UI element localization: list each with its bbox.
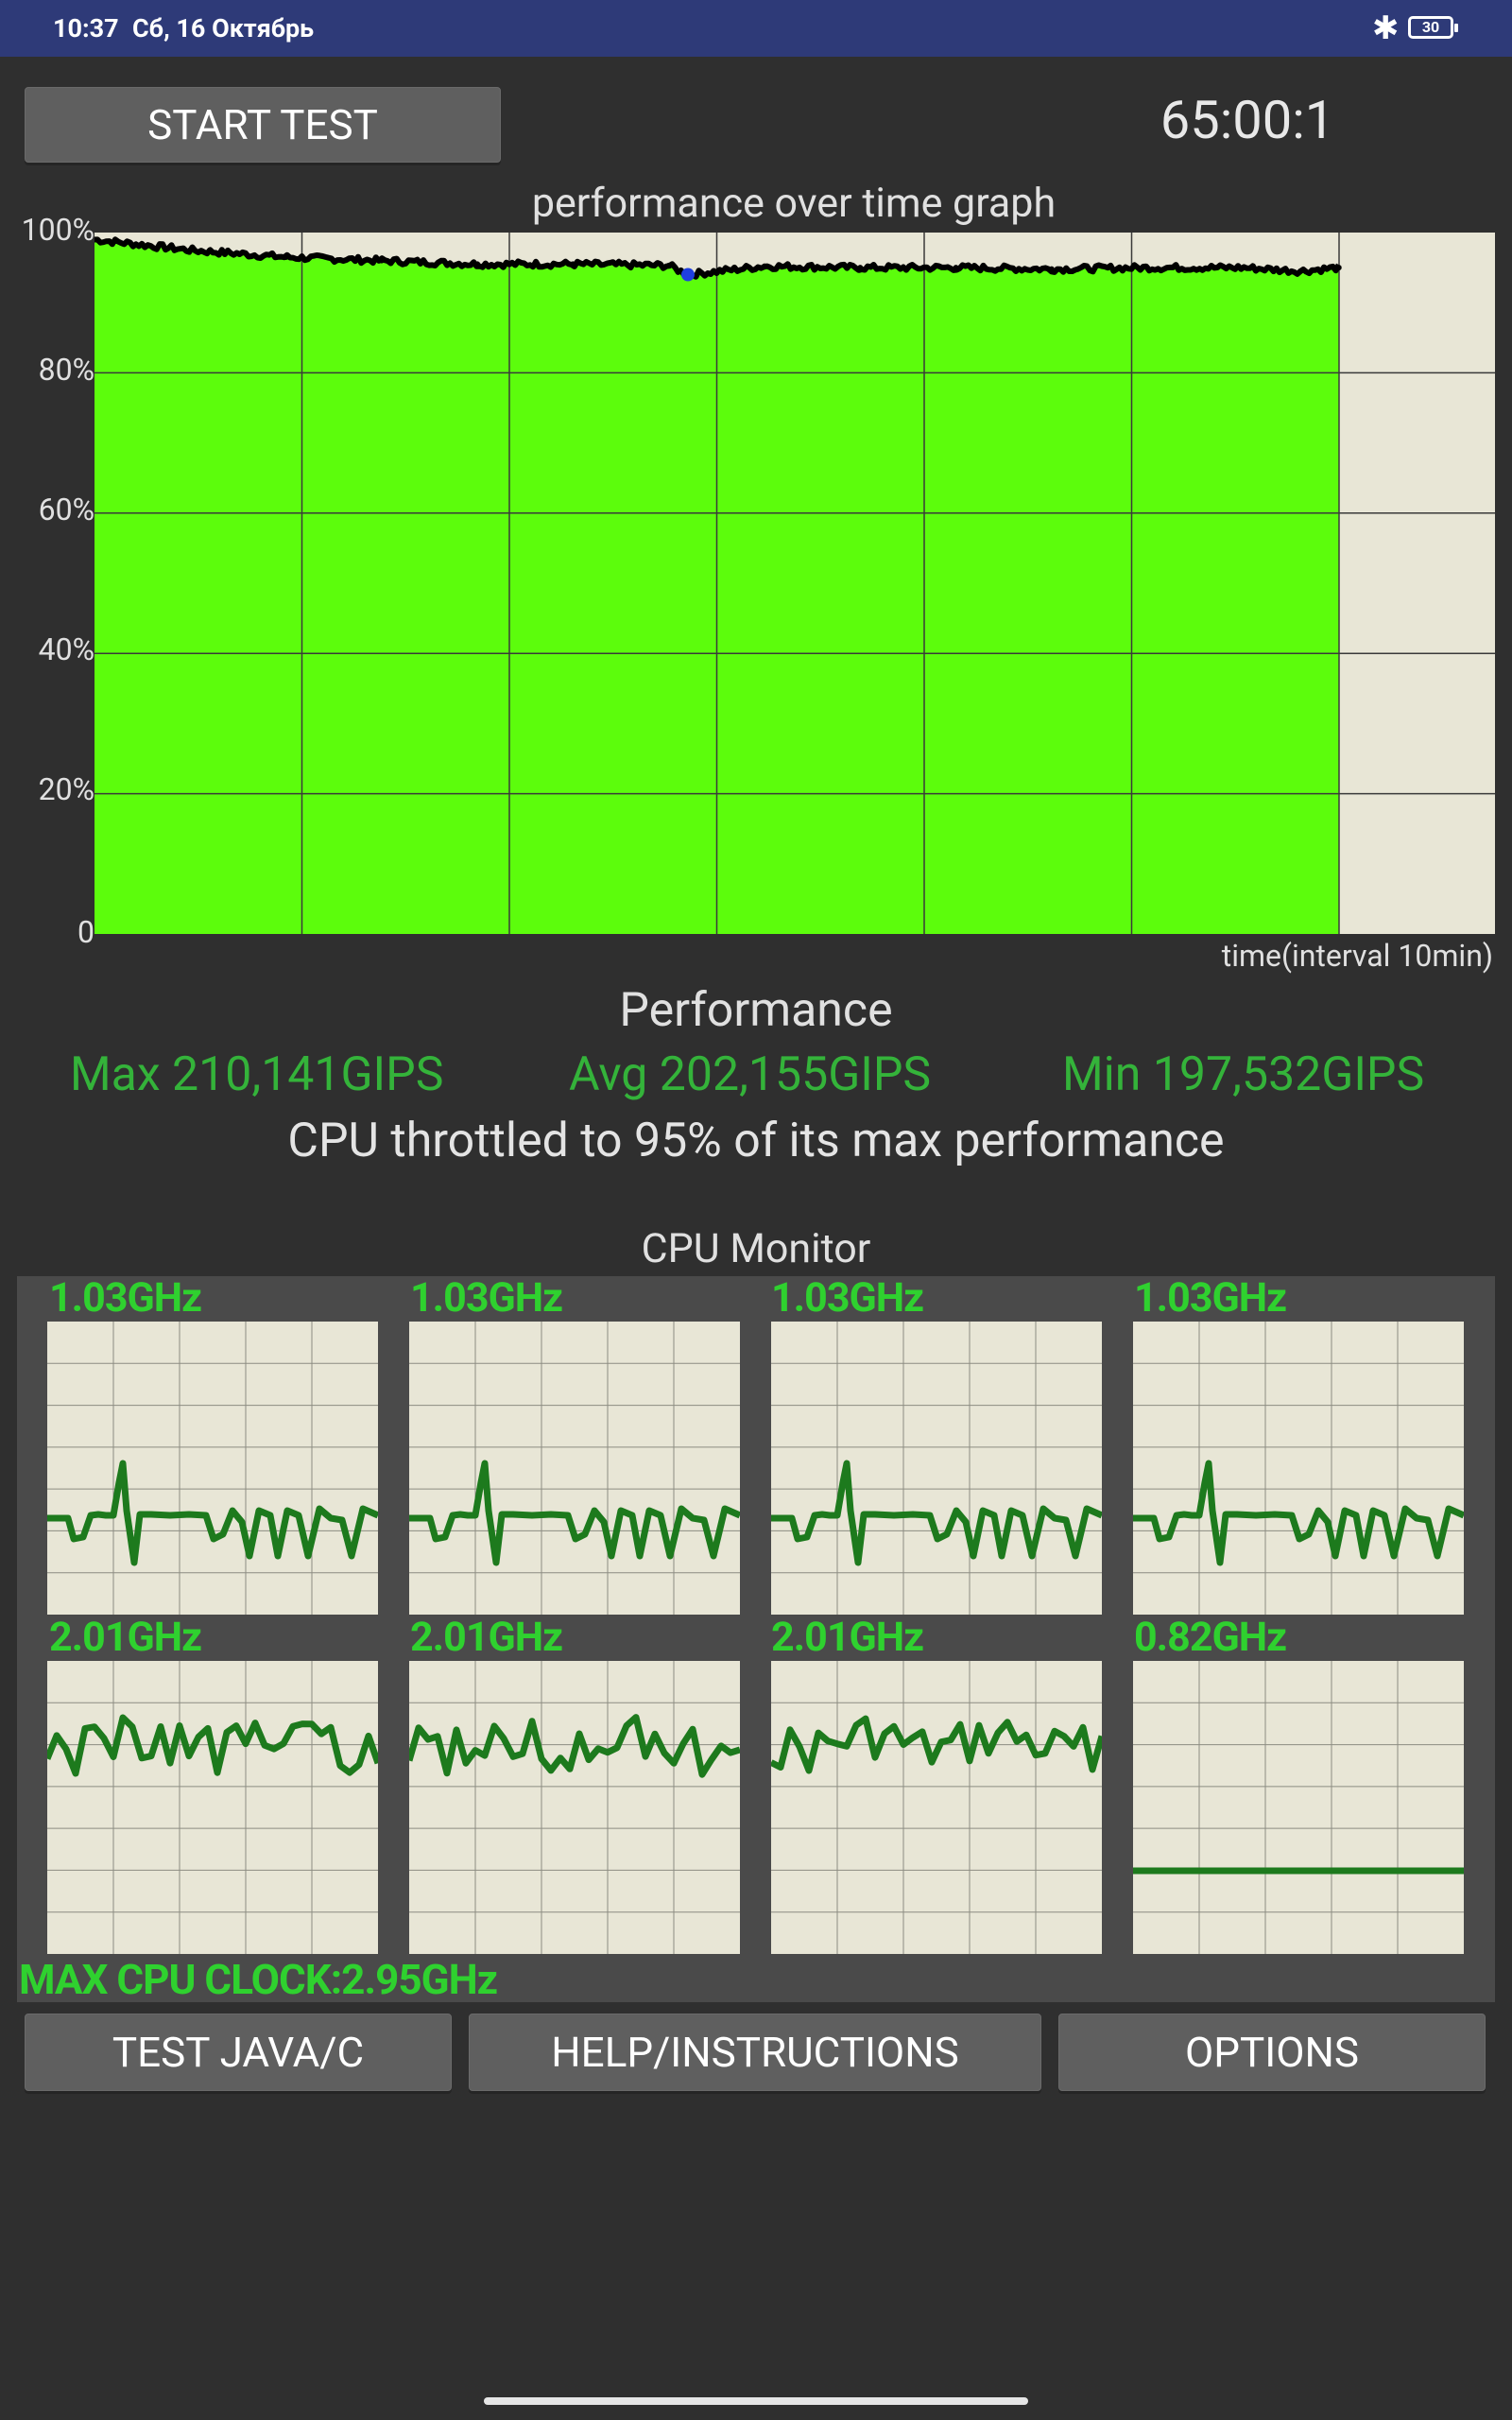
cpu-core-graph [771,1322,1102,1615]
cpu-core-graph [771,1661,1102,1954]
performance-title: Performance [619,983,893,1038]
options-button[interactable]: OPTIONS [1058,2014,1486,2091]
cpu-load-trace [771,1715,1102,1774]
cpu-core-graph [47,1322,378,1615]
cpu-core-graph [1133,1322,1464,1615]
cpu-load-trace [771,1460,1102,1566]
core-frequency: 1.03GHz [49,1274,202,1322]
performance-point [187,247,194,253]
performance-point [474,261,481,268]
performance-point [857,265,864,271]
y-tick-label: 40% [38,631,94,667]
cpu-core-graph [409,1661,740,1954]
core-frequency: 0.82GHz [1134,1614,1287,1661]
performance-point [1297,268,1304,274]
y-tick-label: 20% [38,771,94,807]
performance-point [378,257,385,264]
max-cpu-clock: MAX CPU CLOCK:2.95GHz [19,1955,498,2004]
throttle-message: CPU throttled to 95% of its max performa… [287,1114,1225,1168]
x-axis-label: time(interval 10min) [1221,938,1493,974]
cpu-load-trace [47,1460,378,1566]
cpu-load-trace [1133,1460,1464,1566]
cpu-core-graph [409,1322,740,1615]
battery-level: 30 [1421,18,1440,36]
core-frequency: 1.03GHz [410,1274,563,1322]
cpu-monitor-title: CPU Monitor [641,1225,871,1272]
performance-point [1240,265,1246,271]
home-indicator[interactable] [484,2397,1028,2405]
performance-graph [94,233,1495,934]
status-date: Сб, 16 Октябрь [132,13,315,43]
y-tick-label: 100% [21,212,94,248]
battery-icon: 30 [1408,16,1458,39]
core-frequency: 2.01GHz [49,1614,202,1661]
start-test-button[interactable]: START TEST [25,87,501,163]
help-instructions-button[interactable]: HELP/INSTRUCTIONS [469,2014,1041,2091]
y-tick-label: 80% [38,352,94,388]
performance-point [1144,265,1151,271]
core-frequency: 1.03GHz [1134,1274,1287,1322]
bluetooth-icon: ✱ [1372,9,1400,47]
performance-point [1335,265,1342,271]
graph-title: performance over time graph [531,180,1057,227]
cpu-load-trace [409,1714,740,1778]
cpu-load-trace [47,1714,378,1777]
cpu-core-graph [47,1661,378,1954]
test-timer: 65:00:1 [1160,89,1335,151]
status-time: 10:37 [53,13,119,43]
core-frequency: 2.01GHz [771,1614,924,1661]
performance-point [762,263,767,269]
test-java-c-button[interactable]: TEST JAVA/C [25,2014,452,2091]
core-frequency: 1.03GHz [771,1274,924,1322]
y-tick-label: 60% [38,492,94,527]
max-performance: Max 210,141GIPS [70,1047,444,1102]
min-performance: Min 197,532GIPS [1062,1047,1425,1102]
performance-line [94,236,1342,280]
performance-point [953,265,959,271]
performance-point [570,261,576,268]
performance-point [665,262,672,268]
current-marker [680,268,695,282]
avg-performance: Avg 202,155GIPS [569,1047,932,1102]
core-frequency: 2.01GHz [410,1614,563,1661]
cpu-core-graph [1133,1661,1464,1954]
status-bar: 10:37 Сб, 16 Октябрь ✱ 30 [0,0,1512,57]
performance-point [283,253,289,260]
performance-point [94,236,97,243]
cpu-load-trace [409,1460,740,1566]
y-tick-label: 0 [77,914,94,950]
performance-point [1048,266,1055,272]
